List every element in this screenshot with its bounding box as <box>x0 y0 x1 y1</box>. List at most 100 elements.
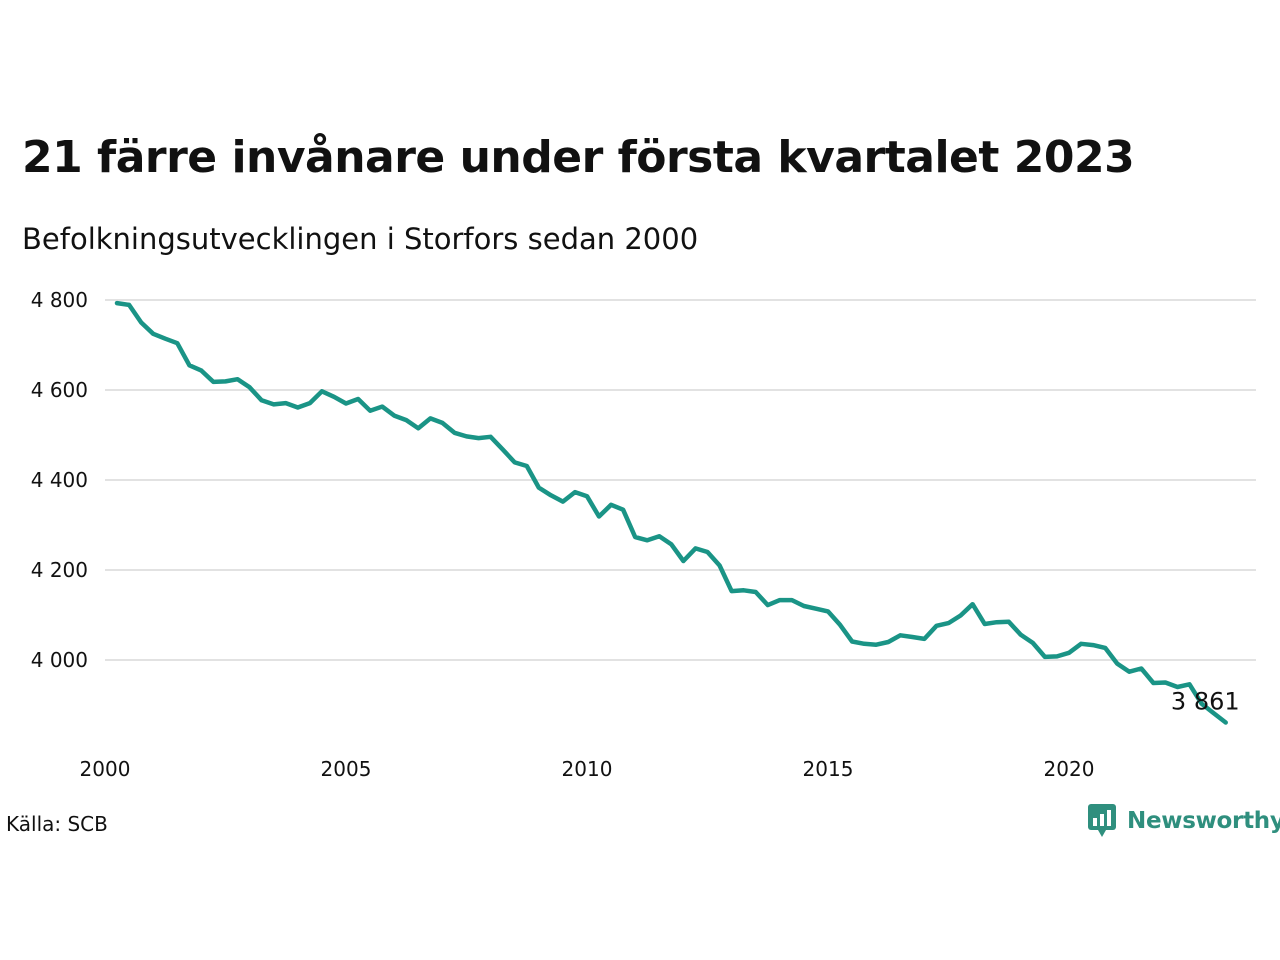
data-point <box>790 598 794 602</box>
data-point <box>1091 643 1095 647</box>
x-tick-label: 2010 <box>562 757 613 781</box>
data-point <box>1043 655 1047 659</box>
data-point <box>959 613 963 617</box>
data-point <box>874 643 878 647</box>
data-point <box>1067 651 1071 655</box>
data-point <box>537 486 541 490</box>
data-point <box>850 640 854 644</box>
data-point <box>1019 633 1023 637</box>
data-point <box>754 590 758 594</box>
data-point <box>501 447 505 451</box>
data-point <box>332 395 336 399</box>
data-point <box>525 464 529 468</box>
data-point <box>706 550 710 554</box>
data-point <box>597 514 601 518</box>
logo-text: Newsworthy <box>1127 808 1280 834</box>
data-point <box>814 607 818 611</box>
data-point <box>669 542 673 546</box>
data-point <box>1031 641 1035 645</box>
data-point <box>272 402 276 406</box>
data-point <box>224 379 228 383</box>
data-point <box>127 303 131 307</box>
data-point <box>440 421 444 425</box>
data-point <box>766 603 770 607</box>
data-point <box>742 588 746 592</box>
data-point <box>513 460 517 464</box>
data-point <box>320 389 324 393</box>
data-point <box>392 414 396 418</box>
end-value-label: 3 861 <box>1171 688 1240 716</box>
x-tick-label: 2005 <box>321 757 372 781</box>
data-point <box>1007 620 1011 624</box>
y-tick-label: 4 600 <box>31 378 88 402</box>
data-point <box>1115 662 1119 666</box>
data-point <box>1151 681 1155 685</box>
data-point <box>465 434 469 438</box>
grid-lines <box>105 299 1256 661</box>
data-point <box>826 609 830 613</box>
data-point <box>693 546 697 550</box>
data-point <box>380 405 384 409</box>
data-point <box>175 341 179 345</box>
data-point <box>995 620 999 624</box>
data-point <box>585 494 589 498</box>
data-point <box>211 380 215 384</box>
data-point <box>862 642 866 646</box>
data-point <box>947 621 951 625</box>
data-point <box>1079 642 1083 646</box>
chart-title: 21 färre invånare under första kvartalet… <box>22 132 1135 183</box>
data-point <box>838 623 842 627</box>
chart-bubble-icon <box>1088 804 1116 837</box>
data-point <box>452 431 456 435</box>
source-note: Källa: SCB <box>6 812 108 836</box>
data-point <box>260 398 264 402</box>
y-tick-label: 4 000 <box>31 648 88 672</box>
population-line <box>114 300 1228 725</box>
y-tick-label: 4 400 <box>31 468 88 492</box>
data-point <box>1055 654 1059 658</box>
chart-subtitle: Befolkningsutvecklingen i Storfors sedan… <box>22 222 699 256</box>
data-point <box>718 564 722 568</box>
data-point <box>886 640 890 644</box>
data-point <box>151 332 155 336</box>
data-point <box>1188 682 1192 686</box>
data-point <box>633 535 637 539</box>
data-point <box>645 538 649 542</box>
data-point <box>898 633 902 637</box>
data-point <box>609 503 613 507</box>
data-point <box>187 363 191 367</box>
data-point <box>1103 646 1107 650</box>
data-point <box>248 385 252 389</box>
data-point <box>489 435 493 439</box>
data-point <box>549 493 553 497</box>
series-layer: 3 861 <box>114 300 1240 725</box>
y-tick-label: 4 200 <box>31 558 88 582</box>
data-point <box>983 622 987 626</box>
data-point <box>1224 721 1228 725</box>
data-point <box>1139 667 1143 671</box>
data-point <box>368 409 372 413</box>
data-point <box>236 377 240 381</box>
data-point <box>344 402 348 406</box>
data-point <box>416 426 420 430</box>
x-tick-label: 2000 <box>80 757 131 781</box>
x-axis-labels: 2000 2005 2010 2015 2020 <box>80 757 1095 781</box>
data-point <box>284 401 288 405</box>
data-point <box>910 635 914 639</box>
data-point <box>477 436 481 440</box>
newsworthy-logo[interactable]: Newsworthy <box>1087 803 1280 839</box>
data-point <box>922 637 926 641</box>
data-point <box>730 589 734 593</box>
data-point <box>356 397 360 401</box>
data-point <box>1163 681 1167 685</box>
data-point <box>163 337 167 341</box>
data-point <box>802 604 806 608</box>
data-point <box>296 406 300 410</box>
data-point <box>621 508 625 512</box>
data-point <box>139 321 143 325</box>
data-point <box>428 416 432 420</box>
x-tick-label: 2015 <box>803 757 854 781</box>
data-point <box>404 418 408 422</box>
data-point <box>778 598 782 602</box>
